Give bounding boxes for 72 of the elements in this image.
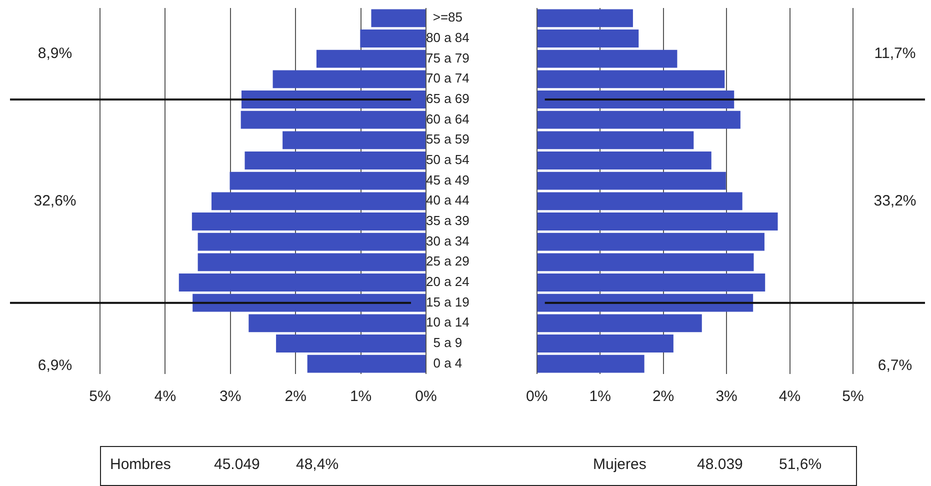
x-tick-label: 5% (89, 388, 111, 406)
bar (537, 9, 633, 28)
x-tick-label: 1% (350, 388, 372, 406)
bar (537, 131, 694, 150)
bar (211, 192, 426, 210)
x-tick-label: 0% (526, 388, 548, 406)
bar (178, 274, 426, 292)
bar (316, 50, 426, 68)
x-tick-label: 3% (220, 388, 242, 406)
text: 32,6% (34, 192, 76, 210)
text: 33,2% (874, 192, 916, 210)
text: 45.049 (214, 456, 260, 473)
bar (537, 192, 742, 210)
text: 6,9% (38, 357, 72, 374)
bar (230, 172, 426, 190)
x-tick-label: 2% (652, 388, 674, 406)
text: 48,4% (296, 456, 339, 473)
bar (307, 354, 426, 373)
bar (282, 131, 426, 150)
bar (244, 152, 426, 170)
y-tick-label: 25 a 29 (426, 254, 470, 269)
y-tick-label: 65 a 69 (426, 91, 470, 106)
bar (272, 70, 426, 88)
x-tick-label: 3% (716, 388, 738, 406)
y-tick-label: 80 a 84 (426, 30, 470, 46)
x-tick-label: 4% (778, 388, 801, 406)
x-tick-label: 5% (842, 388, 864, 406)
x-tick-label: 1% (589, 388, 611, 406)
y-tick-label: >=85 (432, 10, 463, 25)
text: 11,7% (874, 44, 916, 62)
y-tick-label: 15 a 19 (426, 294, 470, 310)
y-tick-label: 60 a 64 (426, 111, 470, 126)
bar (537, 314, 702, 332)
bar (198, 253, 426, 272)
bar (537, 152, 712, 170)
y-tick-label: 5 a 9 (433, 335, 462, 350)
bar (198, 232, 426, 251)
y-tick-label: 50 a 54 (426, 152, 470, 168)
bar (248, 314, 426, 332)
bar (537, 253, 754, 272)
bar (537, 30, 639, 48)
bar (537, 110, 740, 129)
bar (537, 274, 766, 292)
text: 48.039 (697, 456, 743, 473)
bar (537, 212, 778, 230)
y-tick-label: 0 a 4 (433, 355, 462, 370)
bar (537, 172, 726, 190)
bar (192, 212, 426, 230)
y-tick-label: 70 a 74 (426, 70, 470, 86)
bar (537, 70, 725, 88)
x-tick-label: 4% (154, 388, 176, 406)
y-tick-label: 55 a 59 (426, 132, 470, 147)
y-tick-label: 75 a 79 (426, 50, 470, 66)
bar (240, 110, 426, 129)
text: 8,9% (38, 44, 72, 62)
bar (537, 232, 764, 251)
y-tick-label: 20 a 24 (426, 274, 470, 290)
text: Mujeres (593, 456, 646, 473)
text: 6,7% (878, 357, 912, 374)
y-tick-label: 30 a 34 (426, 233, 470, 248)
x-tick-label: 2% (284, 388, 306, 406)
bar (360, 30, 426, 48)
text: 51,6% (779, 456, 822, 473)
text: Hombres (110, 456, 171, 473)
bar (371, 9, 426, 28)
y-tick-label: 35 a 39 (426, 213, 470, 228)
bar (537, 334, 674, 352)
x-tick-label: 0% (415, 388, 437, 406)
bar (276, 334, 426, 352)
bar (537, 354, 644, 373)
y-tick-label: 10 a 14 (426, 314, 470, 330)
bar (537, 50, 678, 68)
